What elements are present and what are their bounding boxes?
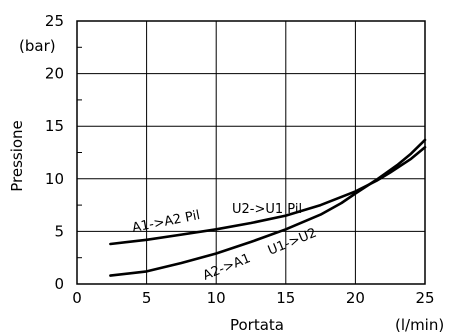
series-label-u1-u2: U1->U2	[266, 226, 319, 259]
x-axis-label: Portata	[230, 316, 284, 334]
x-tick-label: 15	[276, 289, 295, 307]
y-tick-label: 20	[45, 65, 64, 83]
grid	[77, 21, 425, 284]
series-line	[109, 138, 427, 277]
x-tick-label: 0	[72, 289, 82, 307]
x-tick-label: 5	[142, 289, 152, 307]
y-tick-label: 25	[45, 12, 64, 30]
x-axis-unit: (l/min)	[395, 316, 444, 334]
x-tick-label: 20	[346, 289, 365, 307]
x-tick-label: 10	[207, 289, 226, 307]
y-tick-label: 0	[54, 275, 64, 293]
y-axis-label: Pressione	[8, 120, 26, 192]
curves	[109, 138, 427, 277]
y-tick-label: 10	[45, 170, 64, 188]
series-line	[109, 145, 427, 246]
series-label-u2-u1-pil: U2->U1 Pil	[232, 202, 302, 217]
y-tick-label: 5	[54, 222, 64, 240]
y-tick-label: 15	[45, 117, 64, 135]
y-axis-unit: (bar)	[19, 37, 56, 55]
x-tick-label: 25	[415, 289, 434, 307]
plot-frame	[76, 20, 426, 285]
tick-labels: 0 5 10 15 20 25 0 5 10 15 20 25	[45, 12, 435, 307]
